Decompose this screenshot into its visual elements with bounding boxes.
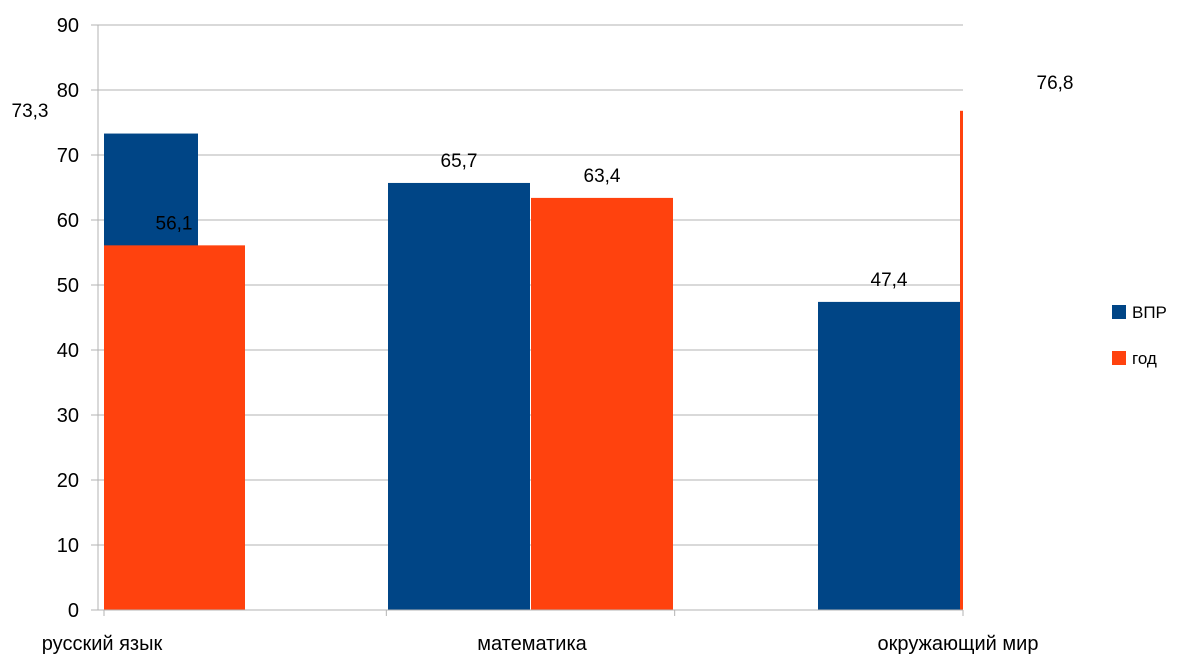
data-label: 47,4 xyxy=(871,270,908,291)
legend: ВПР год xyxy=(1112,303,1167,368)
y-tick-label: 90 xyxy=(57,15,79,37)
bar-group xyxy=(104,110,963,610)
y-tick-label: 10 xyxy=(57,535,79,557)
data-label: 63,4 xyxy=(584,166,621,187)
bars xyxy=(104,110,963,610)
data-labels: 73,3 56,1 65,7 63,4 47,4 76,8 xyxy=(12,73,1074,291)
bar-vpr xyxy=(818,301,960,610)
y-tick-label: 70 xyxy=(57,145,79,167)
data-label: 65,7 xyxy=(441,151,478,172)
bar-god xyxy=(104,245,245,610)
y-tick-label: 40 xyxy=(57,340,79,362)
data-label: 73,3 xyxy=(12,101,49,122)
x-category-label: окружающий мир xyxy=(878,633,1039,655)
legend-label: год xyxy=(1132,349,1157,368)
data-label: 56,1 xyxy=(156,213,193,234)
axes: 0 10 20 30 40 50 60 70 80 90 русский язык математик… xyxy=(42,15,1039,655)
x-category-label: математика xyxy=(477,633,587,655)
data-label: 76,8 xyxy=(1037,73,1074,94)
y-tick-label: 80 xyxy=(57,80,79,102)
bar-vpr xyxy=(388,182,530,610)
y-tick-label: 0 xyxy=(68,600,79,622)
y-tick-label: 30 xyxy=(57,405,79,427)
legend-swatch xyxy=(1112,305,1126,319)
y-tick-label: 20 xyxy=(57,470,79,492)
bar-god xyxy=(960,110,963,610)
legend-swatch xyxy=(1112,351,1126,365)
legend-label: ВПР xyxy=(1132,303,1167,322)
y-tick-label: 50 xyxy=(57,275,79,297)
x-category-label: русский язык xyxy=(42,633,163,655)
bar-god xyxy=(531,197,673,610)
y-tick-label: 60 xyxy=(57,210,79,232)
